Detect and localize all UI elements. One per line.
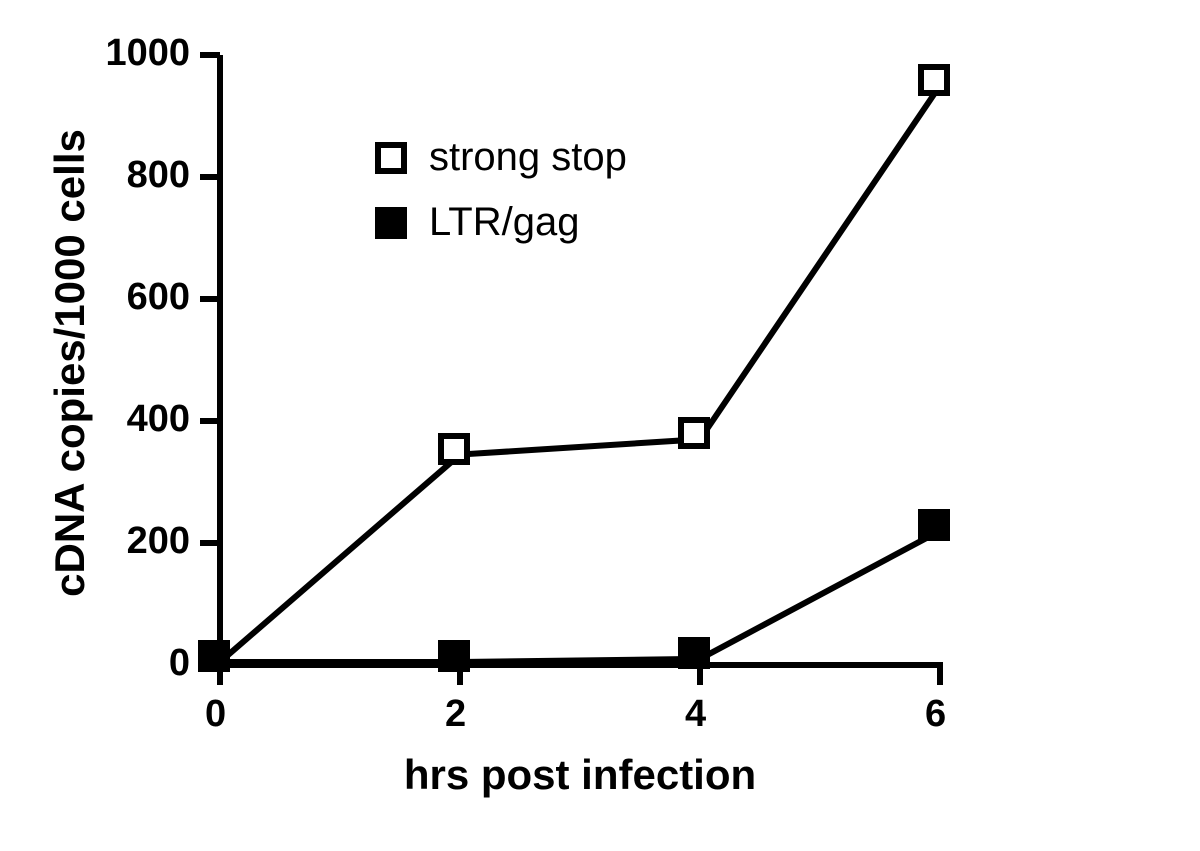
series-line — [220, 531, 940, 662]
legend: strong stop LTR/gag — [375, 135, 627, 265]
chart-container: 02004006008001000 0246 cDNA copies/1000 … — [0, 0, 1200, 851]
filled-square-marker — [678, 637, 710, 669]
open-square-icon — [375, 142, 407, 174]
legend-item: LTR/gag — [375, 200, 627, 245]
open-square-marker — [438, 433, 470, 465]
filled-square-marker — [198, 640, 230, 672]
open-square-marker — [918, 64, 950, 96]
data-lines — [0, 0, 1200, 851]
legend-label: LTR/gag — [429, 200, 579, 245]
legend-label: strong stop — [429, 135, 627, 180]
filled-square-marker — [438, 640, 470, 672]
open-square-marker — [678, 417, 710, 449]
legend-item: strong stop — [375, 135, 627, 180]
filled-square-marker — [918, 509, 950, 541]
filled-square-icon — [375, 207, 407, 239]
